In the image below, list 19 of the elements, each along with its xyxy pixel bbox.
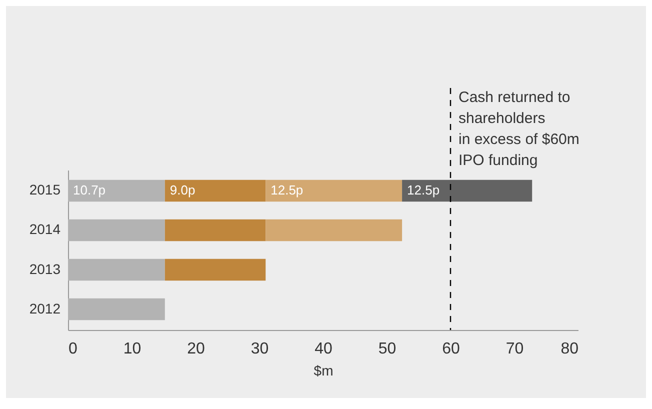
y-tick-label: 2013 <box>29 260 61 277</box>
y-tick-label: 2012 <box>29 300 61 316</box>
x-tick-label: 60 <box>442 340 460 358</box>
x-tick-label: 40 <box>314 340 332 358</box>
x-tick-label: 30 <box>250 340 269 358</box>
ref-line-label: Cash returned to shareholders in excess of $60m IPO funding <box>458 89 580 169</box>
x-tick-label: 0 <box>68 340 78 358</box>
x-tick-label: 20 <box>187 340 205 358</box>
annotation: 12.5p <box>407 182 440 198</box>
x-axis-title: $m <box>314 362 334 378</box>
annotation: 12.5p <box>270 182 304 198</box>
annotation: 10.7p <box>73 182 106 198</box>
y-tick-label: 2014 <box>29 221 61 238</box>
x-tick-label: 70 <box>506 340 524 358</box>
annotation: 9.0p <box>170 182 196 198</box>
x-tick-label: 10 <box>123 340 142 358</box>
y-tick-label: 2015 <box>29 182 61 198</box>
x-tick-label: 50 <box>378 340 396 358</box>
x-tick-label: 80 <box>560 340 579 358</box>
